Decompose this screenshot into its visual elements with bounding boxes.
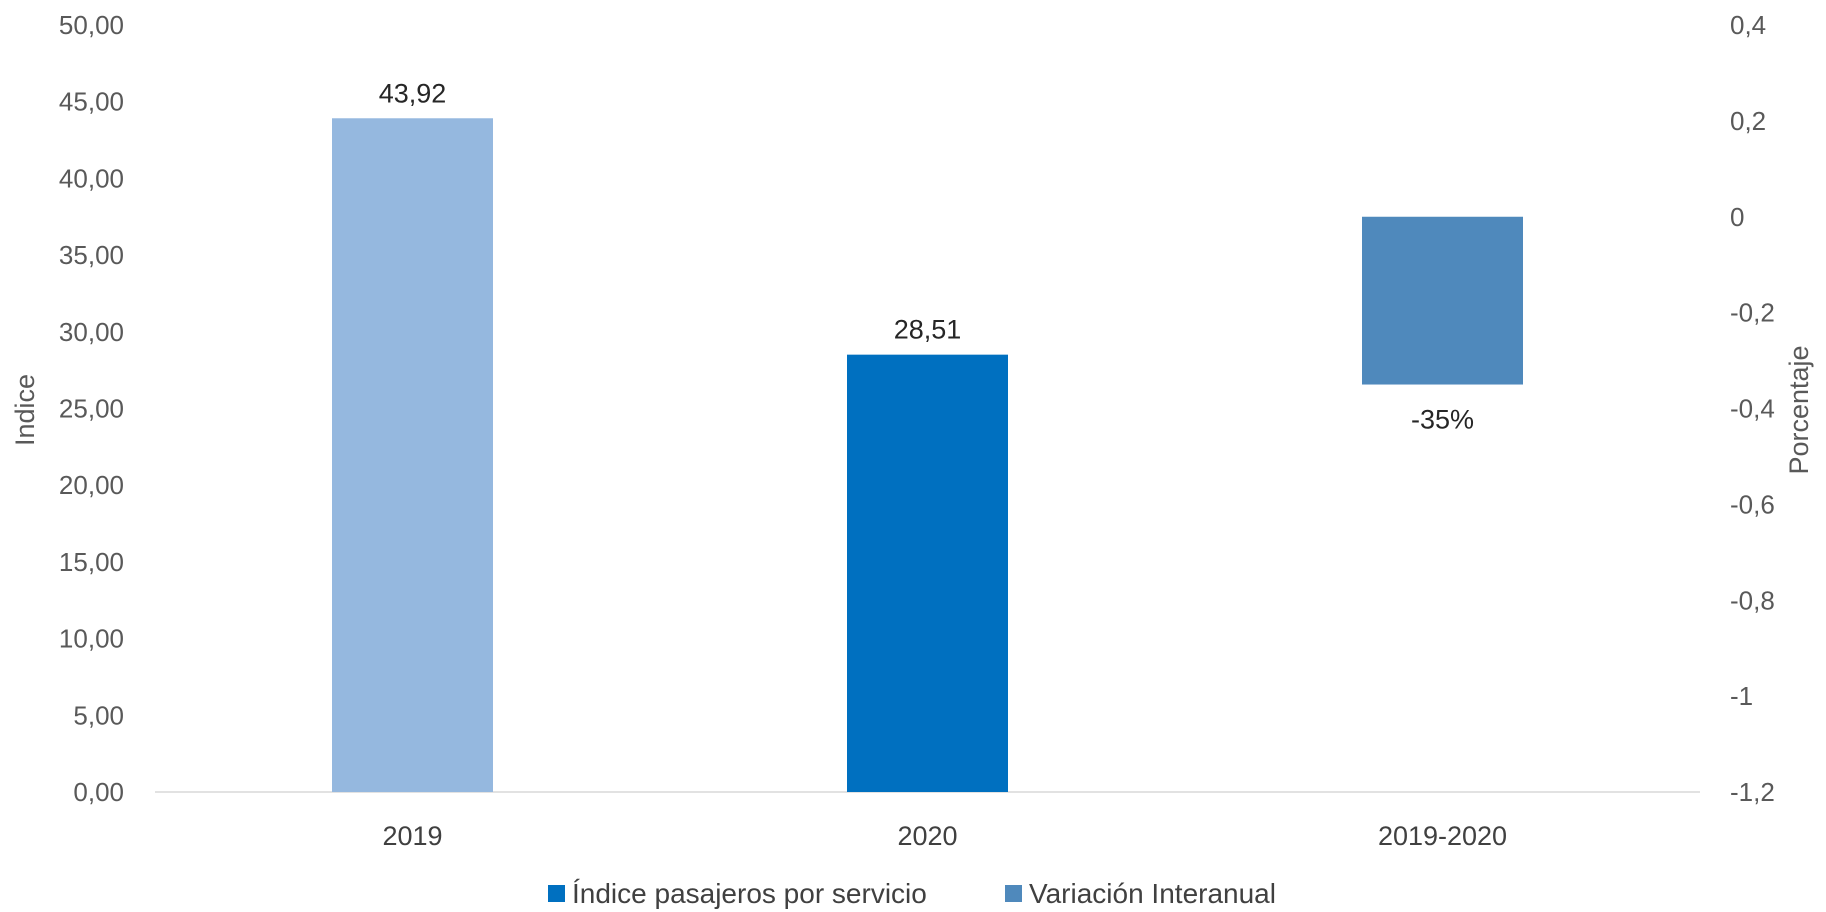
y-tick-left: 50,00 bbox=[59, 10, 124, 40]
y-tick-left: 5,00 bbox=[73, 700, 124, 730]
bar bbox=[847, 354, 1008, 792]
bars bbox=[332, 118, 1523, 792]
y-tick-left: 20,00 bbox=[59, 470, 124, 500]
y-tick-right: 0,2 bbox=[1730, 106, 1766, 136]
y-tick-left: 0,00 bbox=[73, 777, 124, 807]
y-tick-left: 10,00 bbox=[59, 624, 124, 654]
y-tick-right: -1,2 bbox=[1730, 777, 1775, 807]
y-tick-left: 25,00 bbox=[59, 394, 124, 424]
y-tick-right: -0,6 bbox=[1730, 489, 1775, 519]
left-axis-ticks: 0,00 5,00 10,00 15,00 20,00 25,00 30,00 35,00 40… bbox=[59, 10, 124, 807]
y-tick-right: -0,8 bbox=[1730, 585, 1775, 615]
y-tick-left: 30,00 bbox=[59, 317, 124, 347]
y-tick-left: 40,00 bbox=[59, 163, 124, 193]
legend-label: Índice pasajeros por servicio bbox=[572, 878, 927, 909]
bar bbox=[1362, 216, 1523, 385]
y-tick-left: 35,00 bbox=[59, 240, 124, 270]
y-axis-title-left: Indice bbox=[10, 374, 40, 446]
legend: Índice pasajeros por servicio Variación I… bbox=[548, 878, 1276, 909]
category-labels: 2019 2020 2019-2020 bbox=[382, 821, 1507, 851]
data-labels: 43,92 28,51 -35% bbox=[379, 78, 1474, 434]
right-axis-ticks: -1,2 -1 -0,8 -0,6 -0,4 -0,2 0 0,2 0,4 bbox=[1730, 10, 1775, 807]
bar bbox=[332, 118, 493, 792]
y-tick-left: 45,00 bbox=[59, 87, 124, 117]
legend-swatch bbox=[548, 885, 565, 902]
y-tick-right: -0,2 bbox=[1730, 298, 1775, 328]
data-label: -35% bbox=[1411, 405, 1474, 435]
legend-label: Variación Interanual bbox=[1029, 878, 1276, 909]
legend-swatch bbox=[1005, 885, 1022, 902]
x-tick-label: 2019 bbox=[382, 821, 442, 851]
y-tick-left: 15,00 bbox=[59, 547, 124, 577]
x-tick-label: 2019-2020 bbox=[1378, 821, 1507, 851]
x-tick-label: 2020 bbox=[897, 821, 957, 851]
y-axis-title-right: Porcentaje bbox=[1784, 345, 1814, 474]
data-label: 43,92 bbox=[379, 78, 447, 108]
y-tick-right: 0 bbox=[1730, 202, 1744, 232]
y-tick-right: -0,4 bbox=[1730, 394, 1775, 424]
y-tick-right: -1 bbox=[1730, 681, 1753, 711]
y-tick-right: 0,4 bbox=[1730, 10, 1766, 40]
data-label: 28,51 bbox=[894, 315, 962, 345]
